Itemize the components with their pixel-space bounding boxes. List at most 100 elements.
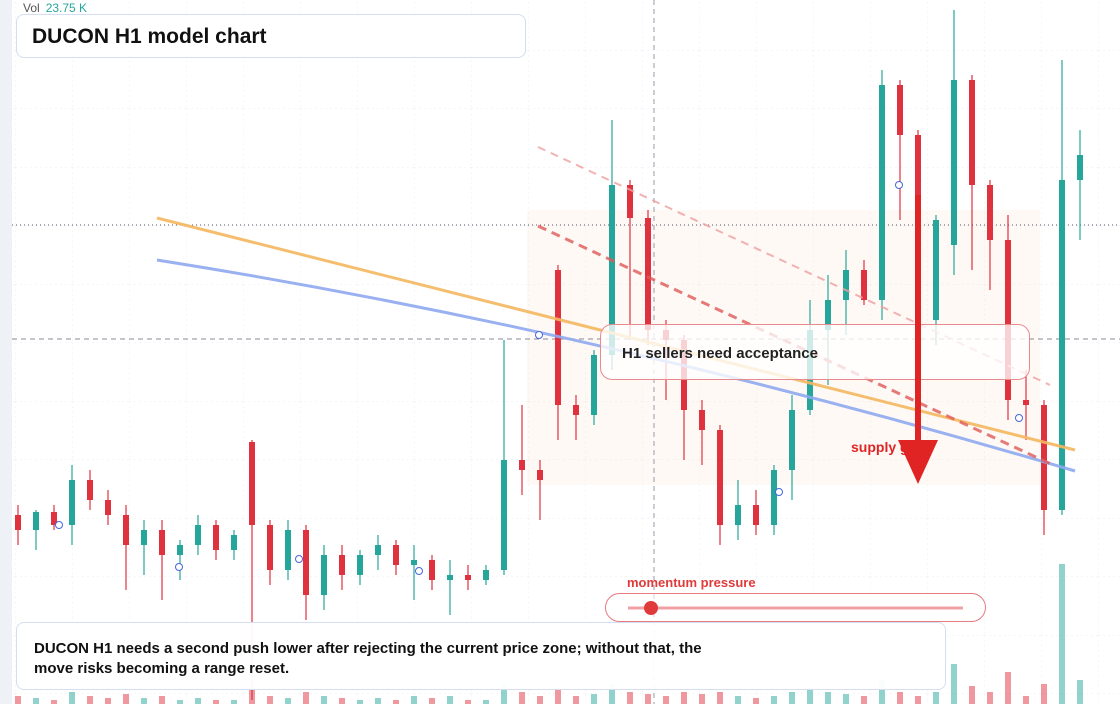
markers (55, 181, 1023, 575)
volume-bar (285, 698, 291, 704)
volume-value: 23.75 K (45, 1, 88, 15)
volume-bar (879, 680, 885, 704)
volume-bar (141, 698, 147, 704)
candle-body (267, 525, 273, 570)
volume-bar (1041, 684, 1047, 704)
volume-bar (717, 692, 723, 704)
volume-bar (537, 696, 543, 704)
candle-body (897, 85, 903, 135)
candle-body (1059, 180, 1065, 510)
volume-bar (969, 686, 975, 704)
volume-bar (555, 688, 561, 704)
candle-body (609, 185, 615, 355)
candle-body (789, 410, 795, 470)
candle-body (573, 405, 579, 415)
candle-body (843, 270, 849, 300)
candle-body (483, 570, 489, 580)
volume-bar (1059, 564, 1065, 704)
candle-body (771, 470, 777, 525)
candle-body (969, 80, 975, 185)
trend-line (537, 224, 1054, 467)
candle-body (753, 505, 759, 525)
candle-body (105, 500, 111, 515)
candle-body (1023, 400, 1029, 405)
annotation-box: H1 sellers need acceptance (600, 324, 1030, 380)
candle-body (1041, 405, 1047, 510)
candle-body (645, 218, 651, 330)
candle-body (321, 555, 327, 595)
candle-body (519, 460, 525, 470)
volume-bar (465, 700, 471, 704)
momentum-slider[interactable] (605, 593, 986, 622)
volume-bar (609, 684, 615, 704)
volume-bar (735, 696, 741, 704)
volume-bar (213, 700, 219, 704)
slider-track (628, 601, 963, 615)
candle-body (951, 80, 957, 245)
candle-body (51, 512, 57, 525)
candle-body (915, 135, 921, 320)
candle-body (717, 430, 723, 525)
volume-bar (69, 692, 75, 704)
volume-bar (159, 696, 165, 704)
candle-body (249, 442, 255, 525)
volume-bar (177, 700, 183, 704)
candle-body (1077, 155, 1083, 180)
volume-bar (321, 696, 327, 704)
volume-bar (627, 692, 633, 704)
volume-bar (645, 694, 651, 704)
volume-bar (897, 692, 903, 704)
candle-body (15, 515, 21, 530)
candle-body (591, 355, 597, 415)
volume-bar (393, 700, 399, 704)
volume-bar (951, 664, 957, 704)
candle-body (1005, 240, 1011, 400)
candle-body (429, 560, 435, 580)
momentum-label: momentum pressure (627, 575, 756, 590)
candle-body (303, 530, 309, 595)
volume-bar (123, 694, 129, 704)
annotation-text: H1 sellers need acceptance (622, 345, 818, 362)
volume-bar (501, 684, 507, 704)
volume-caption: Vol (23, 1, 40, 15)
volume-bar (861, 696, 867, 704)
volume-bar (753, 698, 759, 704)
candle-body (195, 525, 201, 545)
candle-body (465, 575, 471, 580)
candle-body (447, 575, 453, 580)
candle-body (501, 460, 507, 570)
volume-bar (15, 696, 21, 704)
volume-bar (987, 692, 993, 704)
candle-body (861, 270, 867, 300)
volume-bar (339, 698, 345, 704)
volume-bar (699, 694, 705, 704)
volume-bar (411, 696, 417, 704)
candle-body (411, 560, 417, 565)
volume-bar (51, 700, 57, 704)
volume-bar (681, 692, 687, 704)
candle-body (285, 530, 291, 570)
candle-body (141, 530, 147, 545)
volume-bar (447, 696, 453, 704)
candle-body (699, 410, 705, 430)
volume-bar (519, 692, 525, 704)
candle-body (879, 85, 885, 300)
candle-body (33, 512, 39, 530)
candle-body (537, 470, 543, 480)
candle-body (825, 300, 831, 330)
volume-bar (33, 698, 39, 704)
volume-bar (807, 688, 813, 704)
slider-knob[interactable] (644, 601, 658, 615)
volume-bar (843, 694, 849, 704)
volume-bar (663, 696, 669, 704)
volume-bar (771, 696, 777, 704)
volume-bar (303, 692, 309, 704)
candle-body (375, 545, 381, 555)
volume-readout: Vol 23.75 K (23, 1, 87, 15)
candle-body (123, 515, 129, 545)
candle-body (627, 185, 633, 218)
volume-bar (915, 696, 921, 704)
volume-bar (105, 698, 111, 704)
candle-body (393, 545, 399, 565)
